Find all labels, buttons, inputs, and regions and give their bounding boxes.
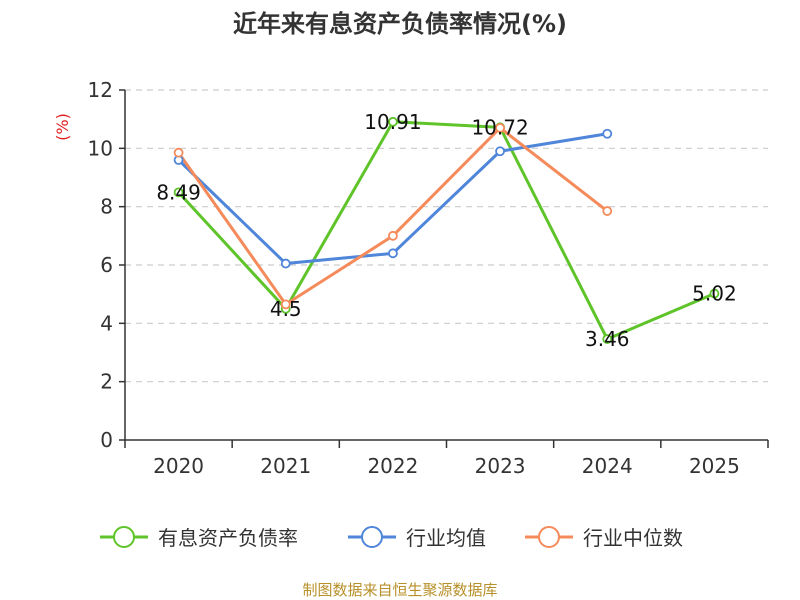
y-tick-label: 0 [100,428,113,452]
x-tick-label: 2021 [260,454,311,478]
y-tick-label: 4 [100,311,113,335]
y-tick-label: 2 [100,370,113,394]
y-tick-label: 6 [100,253,113,277]
data-labels: 8.49 4.5 10.91 10.72 3.46 5.02 [156,110,736,351]
x-tick-label: 2020 [153,454,204,478]
y-axis-label: (%) [53,113,72,141]
data-label: 10.91 [364,110,421,134]
y-tick-label: 8 [100,195,113,219]
data-point [709,288,720,299]
legend-label: 行业中位数 [583,526,683,550]
axes [119,89,769,448]
x-tick-labels: 2020 2021 2022 2023 2024 2025 [153,454,740,478]
series-line [177,120,716,341]
legend-marker [113,526,135,548]
data-point [388,248,398,259]
gridlines [125,89,768,383]
legend-label: 行业均值 [406,526,486,550]
x-tick-label: 2024 [582,454,633,478]
data-label: 8.49 [156,180,201,204]
data-point [602,334,613,344]
source-note: 制图数据来自恒生聚源数据库 [302,581,497,599]
data-point [280,258,291,269]
y-tick-label: 12 [88,78,113,102]
data-point [388,116,398,127]
data-point [495,123,505,133]
data-label: 3.46 [585,327,630,351]
series-lines [173,116,720,344]
x-tick-label: 2023 [475,454,526,478]
data-point [495,146,505,157]
data-label: 10.72 [471,115,528,139]
legend-marker [538,526,560,548]
data-point [280,299,291,310]
legend-label: 有息资产负债率 [158,526,298,550]
series-line [177,126,609,306]
x-tick-label: 2022 [367,454,418,478]
data-label: 5.02 [692,282,737,306]
data-point [602,128,613,139]
data-point [173,187,184,198]
y-tick-label: 10 [88,136,113,160]
data-point [173,147,184,158]
data-label: 4.5 [270,297,302,321]
x-tick-label: 2025 [689,454,740,478]
chart-title: 近年来有息资产负债率情况(%) [233,10,567,38]
y-tick-labels: 0 2 4 6 8 10 12 [88,78,113,452]
legend: 有息资产负债率 行业均值 行业中位数 [100,526,683,550]
legend-marker [361,526,383,548]
data-point [602,206,613,216]
data-point [388,230,398,241]
